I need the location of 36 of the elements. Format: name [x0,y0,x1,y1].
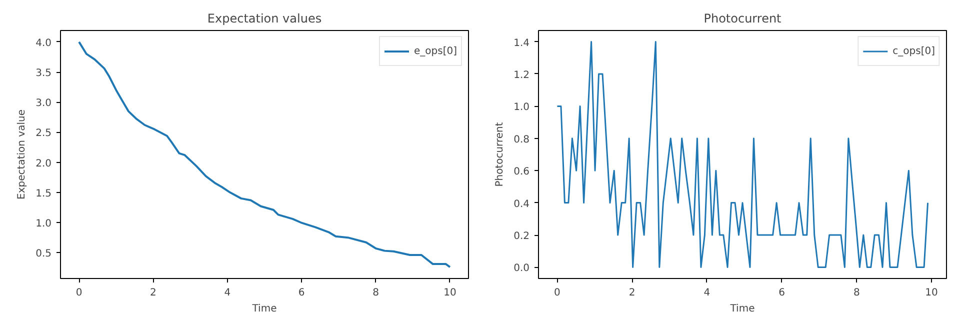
x-tick-label: 0 [76,288,82,298]
y-tick-label: 3.5 [36,68,52,80]
y-tick-label: 1.0 [36,218,52,230]
y-tick-label: 0.4 [514,198,530,210]
legend-label: c_ops[0] [892,46,935,56]
x-tick-label: 10 [444,288,456,298]
y-tick-label: 0.2 [514,231,530,242]
x-tick-label: 2 [628,288,636,298]
x-tick-label: 2 [150,288,156,298]
chart-title: Expectation values [207,12,322,26]
y-axis-title: Photocurrent [494,122,506,187]
y-tick-label: 4.0 [36,38,52,49]
x-tick-label: 8 [372,288,379,298]
y-tick-label: 1.2 [514,70,530,81]
x-tick-label: 10 [925,288,938,298]
y-tick-label: 1.5 [36,188,52,200]
x-tick-label: 4 [224,288,231,298]
x-axis-title: Time [251,304,277,314]
y-tick-label: 0.8 [514,134,530,146]
y-tick-label: 0.5 [36,248,52,260]
x-tick-label: 6 [778,288,785,298]
y-tick-label: 0.0 [514,263,530,274]
x-tick-label: 4 [704,288,710,298]
y-tick-label: 0.6 [514,166,530,178]
x-tick-label: 8 [853,288,860,298]
chart-title: Photocurrent [704,12,782,26]
y-tick-label: 2.0 [36,158,52,170]
x-tick-label: 0 [554,288,560,298]
x-axis-title: Time [729,304,755,314]
y-tick-label: 1.0 [514,102,530,114]
x-tick-label: 6 [298,288,305,298]
y-tick-label: 2.5 [36,128,52,140]
y-tick-label: 3.0 [36,98,52,110]
legend-label: e_ops[0] [414,46,457,56]
y-axis-title: Expectation value [16,110,28,200]
y-tick-label: 1.4 [514,38,530,49]
